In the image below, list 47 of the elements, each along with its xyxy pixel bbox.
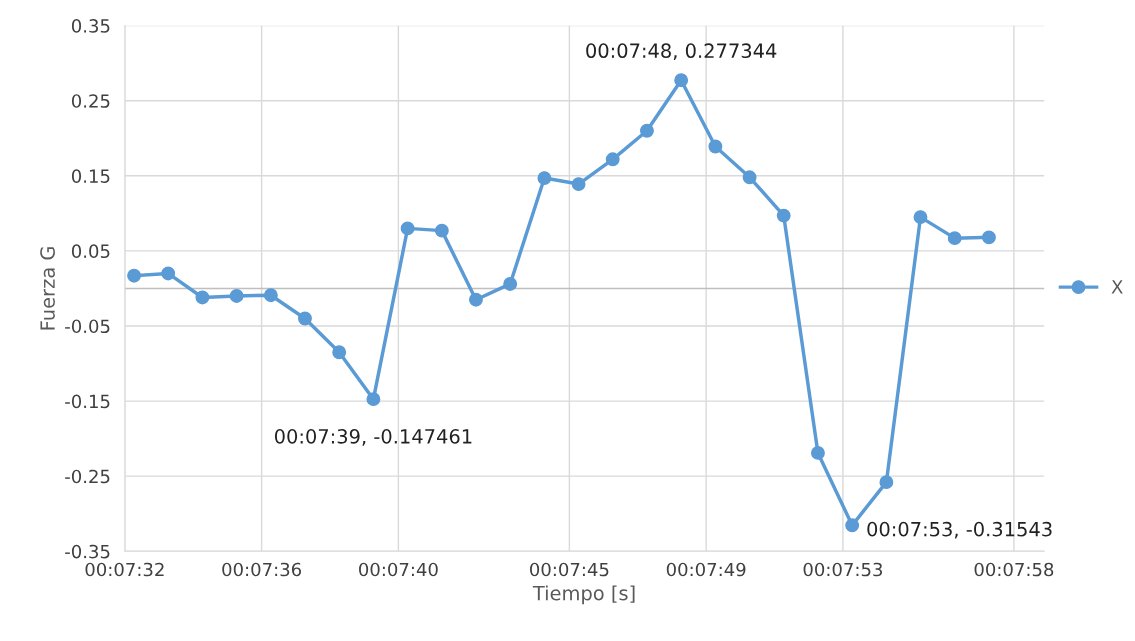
point (400, 221, 415, 236)
point (639, 123, 654, 138)
point (469, 292, 483, 307)
point (537, 171, 552, 186)
point (708, 139, 723, 154)
point (981, 230, 996, 245)
point (229, 289, 244, 303)
y-tick-label: -0.35 (65, 544, 110, 559)
x-tick-label: 00:07:53 (803, 562, 883, 577)
point (298, 311, 312, 326)
annotation: 00:07:53, -0.31543 (867, 521, 1052, 539)
point (742, 170, 757, 185)
point (845, 518, 860, 533)
point (947, 231, 962, 246)
y-tick-label: 0.35 (71, 19, 110, 33)
x-tick-label: 00:07:32 (85, 562, 164, 577)
point (161, 266, 176, 281)
y-tick-label: 0.05 (71, 244, 110, 259)
point (503, 276, 518, 291)
point (571, 177, 586, 192)
point (366, 392, 381, 407)
x-tick-label: 00:07:49 (666, 562, 746, 577)
point (810, 445, 825, 460)
point (674, 73, 689, 88)
point (263, 288, 278, 303)
annotation: 00:07:48, 0.277344 (586, 43, 777, 61)
point (776, 208, 791, 223)
y-tick-label: -0.05 (65, 319, 110, 334)
y-axis-title: Fuerza G (40, 247, 55, 330)
x-tick-label: 00:07:45 (530, 562, 609, 577)
y-tick-label: -0.15 (65, 394, 110, 409)
x-tick-label: 00:07:36 (222, 562, 302, 577)
point (195, 290, 210, 305)
x-tick-label: 00:07:58 (974, 562, 1054, 577)
point (605, 152, 620, 167)
y-tick-label: -0.25 (65, 469, 110, 484)
point (913, 210, 928, 225)
annotation: 00:07:39, -0.147461 (274, 429, 472, 446)
y-tick-label: 0.25 (71, 94, 110, 108)
legend-label: X (1111, 280, 1123, 294)
point (127, 268, 142, 283)
x-axis-title: Tiempo [s] (532, 585, 635, 605)
point (332, 345, 347, 360)
point (434, 223, 449, 238)
point (879, 475, 894, 490)
y-tick-label: 0.15 (71, 169, 110, 183)
x-tick-label: 00:07:40 (359, 562, 438, 577)
